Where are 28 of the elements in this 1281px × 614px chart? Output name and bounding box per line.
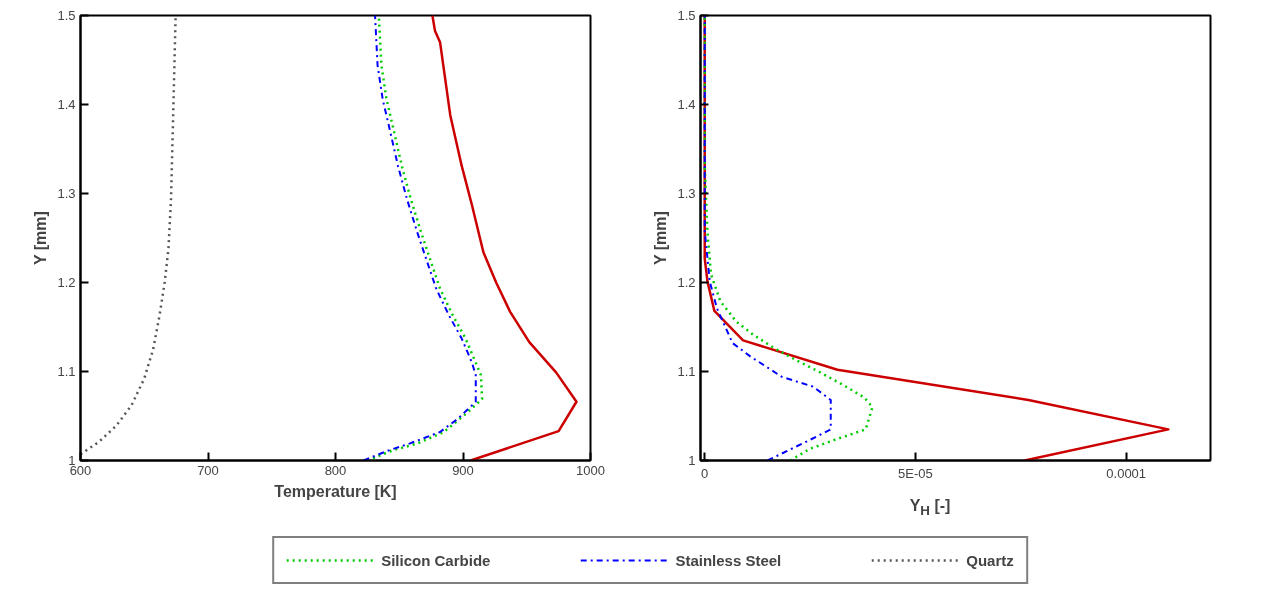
text: Quartz [966,551,1014,569]
y-tick-label: 1.3 [57,186,76,201]
y-tick-label: 1.4 [57,97,76,112]
y-tick-label: 1.1 [57,364,76,379]
y-tick-label: 1.4 [677,97,696,112]
y-tick-label: 1 [688,453,696,468]
y-tick-label: 1.1 [677,364,696,379]
text: Stainless Steel [675,551,782,569]
x-tick-label: 0 [701,465,709,481]
y-axis-title: Y [mm] [652,211,670,266]
x-tick-label: 1000 [576,462,605,478]
y-tick-label: 1.2 [677,275,696,290]
text: Silicon Carbide [381,551,491,569]
line-series [431,15,578,461]
x-axis-title: Temperature [K] [274,482,397,500]
line-series [703,15,832,461]
x-tick-label: 800 [324,462,347,478]
x-tick-label: 5E-05 [898,465,933,481]
y-tick-label: 1.3 [677,186,696,201]
y-tick-label: 1.5 [57,8,76,23]
y-axis-title: Y [mm] [32,211,50,266]
y-tick-label: 1.2 [57,275,76,290]
x-tick-label: 700 [197,462,219,478]
line-series [703,15,874,461]
x-tick-label: 900 [452,462,474,478]
x-tick-label: 0.0001 [1106,465,1147,481]
y-tick-label: 1.5 [677,8,696,23]
x-axis-title: Y$_{H}$ [-] [909,496,951,521]
